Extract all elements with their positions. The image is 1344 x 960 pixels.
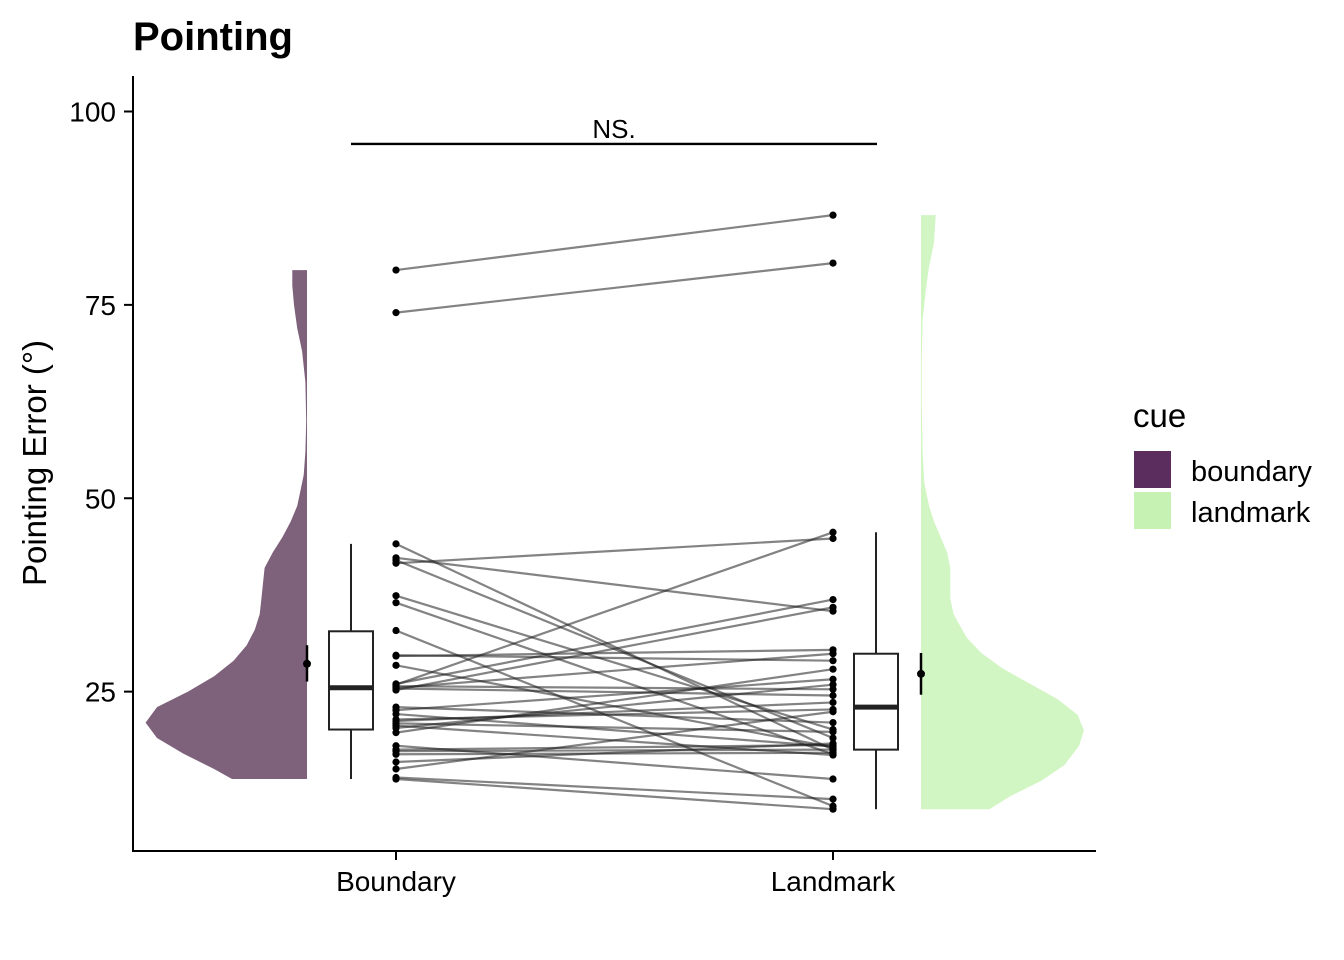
paired-line <box>395 556 834 613</box>
mean-se-boundary <box>303 645 311 682</box>
data-point-landmark <box>829 603 837 611</box>
density-landmark <box>921 215 1084 810</box>
paired-line <box>395 606 834 692</box>
legend-label-landmark: landmark <box>1191 497 1311 529</box>
paired-line <box>395 777 834 811</box>
paired-line <box>395 531 834 686</box>
boxplot-box <box>853 652 899 751</box>
paired-line <box>395 262 834 314</box>
paired-line <box>395 742 834 764</box>
chart-title: Pointing <box>133 15 293 59</box>
data-point-landmark <box>829 728 837 736</box>
x-tick-label-boundary: Boundary <box>336 866 456 897</box>
data-point-landmark <box>829 534 837 543</box>
data-point-boundary <box>392 765 400 773</box>
data-point-landmark <box>829 795 837 803</box>
data-point-boundary <box>392 559 400 567</box>
data-point-landmark <box>829 805 837 813</box>
paired-line <box>395 722 834 733</box>
significance-annotation: NS. <box>351 114 877 146</box>
x-axis-ticks: Boundary Landmark <box>336 851 896 897</box>
data-point-landmark <box>829 595 837 604</box>
data-point-boundary <box>392 758 400 766</box>
data-point-landmark <box>829 734 837 742</box>
y-tick-label: 50 <box>85 483 116 514</box>
data-point-boundary <box>392 686 400 694</box>
paired-line <box>395 214 834 272</box>
paired-points <box>392 211 837 813</box>
paired-line <box>395 594 834 731</box>
data-point-landmark <box>829 708 837 716</box>
mean-se-landmark <box>917 652 925 695</box>
data-point-landmark <box>829 749 837 757</box>
data-point-landmark <box>829 691 837 700</box>
paired-line <box>395 601 834 756</box>
data-point-landmark <box>829 739 837 748</box>
boxplot-box <box>328 630 374 731</box>
paired-line <box>395 537 834 565</box>
data-point-boundary <box>392 626 400 635</box>
significance-label: NS. <box>592 114 635 144</box>
data-point-boundary <box>392 742 400 750</box>
paired-line <box>395 744 834 781</box>
paired-lines <box>395 214 834 811</box>
data-point-landmark <box>829 718 837 727</box>
paired-line <box>395 710 834 771</box>
y-tick-label: 100 <box>69 97 116 128</box>
paired-line <box>395 678 834 712</box>
density-boundary <box>145 270 307 780</box>
mean-point <box>917 669 925 678</box>
paired-line <box>395 598 834 685</box>
y-axis-ticks: 25 50 75 100 <box>69 97 133 708</box>
legend-swatch-landmark <box>1134 492 1171 529</box>
data-point-landmark <box>829 775 837 783</box>
paired-line <box>395 668 834 734</box>
boxplot-boundary <box>328 543 374 780</box>
data-point-landmark <box>829 681 837 689</box>
y-tick-label: 25 <box>85 677 116 708</box>
data-point-boundary <box>392 710 400 718</box>
legend-title: cue <box>1133 397 1186 434</box>
paired-line <box>395 648 834 658</box>
legend: cue boundary landmark <box>1133 397 1312 529</box>
data-point-landmark <box>829 211 837 219</box>
mean-point <box>303 659 311 668</box>
data-point-landmark <box>829 528 837 536</box>
x-tick-label-landmark: Landmark <box>771 866 897 897</box>
data-point-landmark <box>829 665 837 673</box>
paired-line <box>395 683 834 730</box>
data-point-boundary <box>392 775 400 783</box>
legend-label-boundary: boundary <box>1191 456 1312 488</box>
data-point-boundary <box>392 266 400 274</box>
data-point-landmark <box>829 698 837 707</box>
paired-line <box>395 712 834 748</box>
data-point-boundary <box>392 540 400 548</box>
data-point-boundary <box>392 661 400 669</box>
data-point-boundary <box>392 729 400 737</box>
data-point-landmark <box>829 675 837 683</box>
data-point-boundary <box>392 652 400 660</box>
data-point-boundary <box>392 309 400 317</box>
paired-line <box>395 652 834 689</box>
data-point-landmark <box>829 259 837 267</box>
paired-line <box>395 776 834 801</box>
legend-swatch-boundary <box>1134 451 1171 488</box>
boxplot-landmark <box>853 532 899 810</box>
data-point-landmark <box>829 657 837 665</box>
data-point-boundary <box>392 592 400 600</box>
data-point-boundary <box>392 599 400 607</box>
y-axis-label: Pointing Error (°) <box>16 340 53 586</box>
paired-line <box>395 542 834 751</box>
paired-line <box>395 687 834 697</box>
data-point-boundary <box>392 750 400 758</box>
paired-line <box>395 685 834 691</box>
paired-line <box>395 701 834 723</box>
y-tick-label: 75 <box>85 290 116 321</box>
plot-area <box>145 211 1084 813</box>
data-point-landmark <box>829 650 837 658</box>
